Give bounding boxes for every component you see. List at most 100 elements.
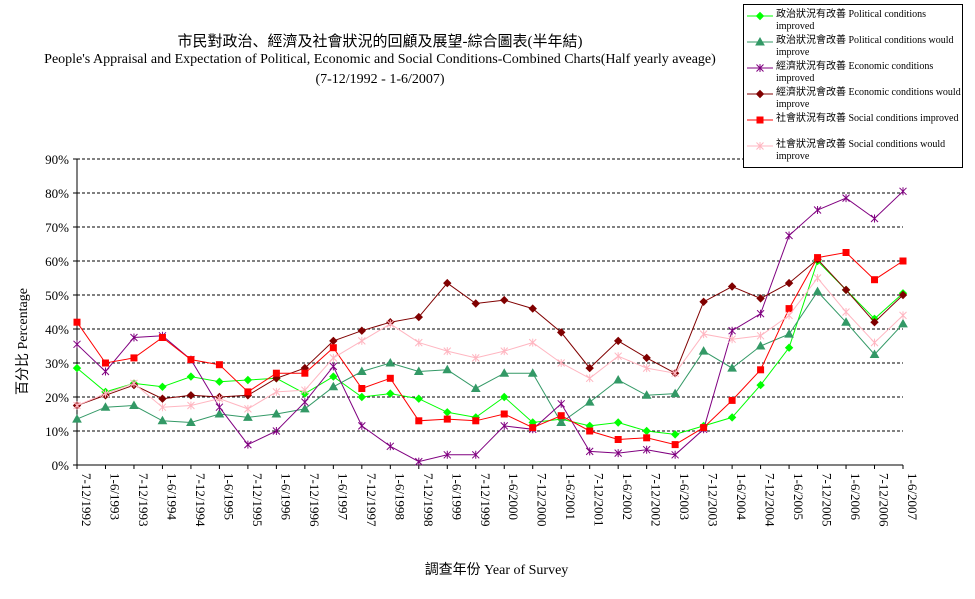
data-point — [386, 442, 395, 451]
data-point — [215, 394, 224, 403]
data-point — [642, 445, 651, 454]
data-point — [527, 368, 538, 377]
y-tick-label: 50% — [45, 288, 69, 303]
data-point — [584, 397, 595, 406]
data-point — [356, 366, 367, 375]
data-point — [244, 388, 252, 396]
x-tick-label: 1-6/2003 — [677, 473, 692, 520]
data-point — [557, 359, 566, 367]
x-tick-label: 7-12/2002 — [649, 473, 664, 526]
data-point — [643, 434, 651, 442]
series-4 — [73, 249, 907, 449]
data-point — [670, 430, 680, 439]
axes — [73, 158, 904, 469]
legend-item-political-would-improve: 政治狀況會改善 Political conditions would impro… — [744, 35, 962, 61]
data-point — [244, 440, 252, 449]
data-point — [272, 387, 281, 396]
data-point — [73, 340, 81, 349]
data-point — [500, 392, 509, 402]
legend-marker — [756, 116, 764, 124]
data-point — [899, 311, 907, 320]
data-point — [443, 415, 451, 423]
series-3 — [72, 255, 908, 410]
data-point — [785, 305, 793, 313]
data-point — [870, 214, 879, 223]
x-tick-label: 7-12/1993 — [136, 473, 151, 526]
data-point — [413, 366, 424, 375]
series-group — [72, 187, 908, 466]
data-point — [101, 389, 110, 398]
x-tick-label: 1-6/1999 — [449, 473, 464, 520]
data-point — [586, 427, 594, 435]
data-point — [329, 353, 338, 362]
data-point — [329, 344, 337, 352]
data-point — [499, 368, 510, 377]
data-point — [300, 403, 310, 413]
x-tick-label: 1-6/1996 — [278, 473, 293, 520]
data-point — [529, 424, 537, 432]
x-tick-label: 1-6/1994 — [164, 473, 179, 520]
data-point — [442, 364, 453, 374]
data-point — [329, 362, 338, 371]
data-point — [186, 417, 196, 426]
data-point — [613, 336, 623, 346]
series-line — [76, 290, 904, 424]
series-line — [76, 277, 904, 410]
x-tick-label: 1-6/1993 — [107, 473, 122, 520]
data-point — [329, 372, 338, 381]
data-point — [301, 369, 309, 377]
x-tick-label: 1-6/2000 — [506, 473, 521, 520]
data-point — [528, 338, 537, 347]
data-point — [613, 418, 623, 427]
data-point — [414, 457, 423, 466]
chart-subtitle-range: (7-12/1992 - 1-6/2007) — [315, 72, 445, 87]
y-tick-label: 10% — [45, 424, 69, 439]
y-tick-label: 20% — [45, 390, 69, 405]
data-point — [414, 394, 424, 403]
x-tick-label: 7-12/2005 — [820, 473, 835, 526]
data-point — [443, 408, 452, 417]
data-point — [158, 403, 167, 412]
data-point — [699, 330, 708, 339]
data-point — [186, 372, 196, 381]
data-point — [699, 297, 708, 307]
data-point — [671, 369, 679, 378]
y-tick-label: 30% — [45, 356, 69, 371]
data-point — [814, 254, 822, 262]
legend-marker-economic-would-improve — [747, 89, 773, 99]
data-point — [215, 361, 223, 369]
data-point — [642, 426, 651, 436]
series-1 — [72, 286, 908, 426]
data-point — [186, 391, 196, 400]
x-tick-label: 7-12/2004 — [763, 473, 778, 527]
legend-item-social-would-improve: 社會狀況會改善 Social conditions would improve — [744, 139, 962, 165]
data-point — [813, 274, 822, 282]
data-point — [73, 318, 81, 326]
data-point — [72, 414, 82, 423]
data-point — [73, 401, 81, 410]
data-point — [158, 334, 166, 341]
x-tick-label: 7-12/2000 — [535, 473, 550, 526]
legend-marker — [755, 36, 765, 46]
x-tick-label: 1-6/1997 — [335, 473, 350, 520]
data-point — [214, 408, 225, 418]
data-point — [784, 278, 794, 288]
data-point — [585, 447, 594, 456]
data-point — [728, 326, 736, 335]
gridlines — [77, 158, 903, 432]
data-point — [756, 380, 765, 390]
data-point — [271, 408, 282, 418]
series-line — [76, 258, 904, 406]
y-tick-label: 80% — [45, 186, 69, 201]
data-point — [215, 377, 224, 386]
data-point — [500, 410, 508, 418]
legend-label: 經濟狀況有改善 Economic conditions improved — [776, 61, 934, 84]
x-tick-labels: 7-12/1992 1-6/1993 7-12/1993 1-6/1994 7-12/1… — [79, 473, 920, 527]
legend-label: 經濟狀況會改善 Economic conditions would improv… — [776, 87, 961, 110]
data-point — [130, 354, 138, 362]
data-point — [755, 340, 766, 350]
data-point — [841, 285, 851, 295]
data-point — [130, 333, 138, 342]
series-line — [76, 251, 904, 446]
